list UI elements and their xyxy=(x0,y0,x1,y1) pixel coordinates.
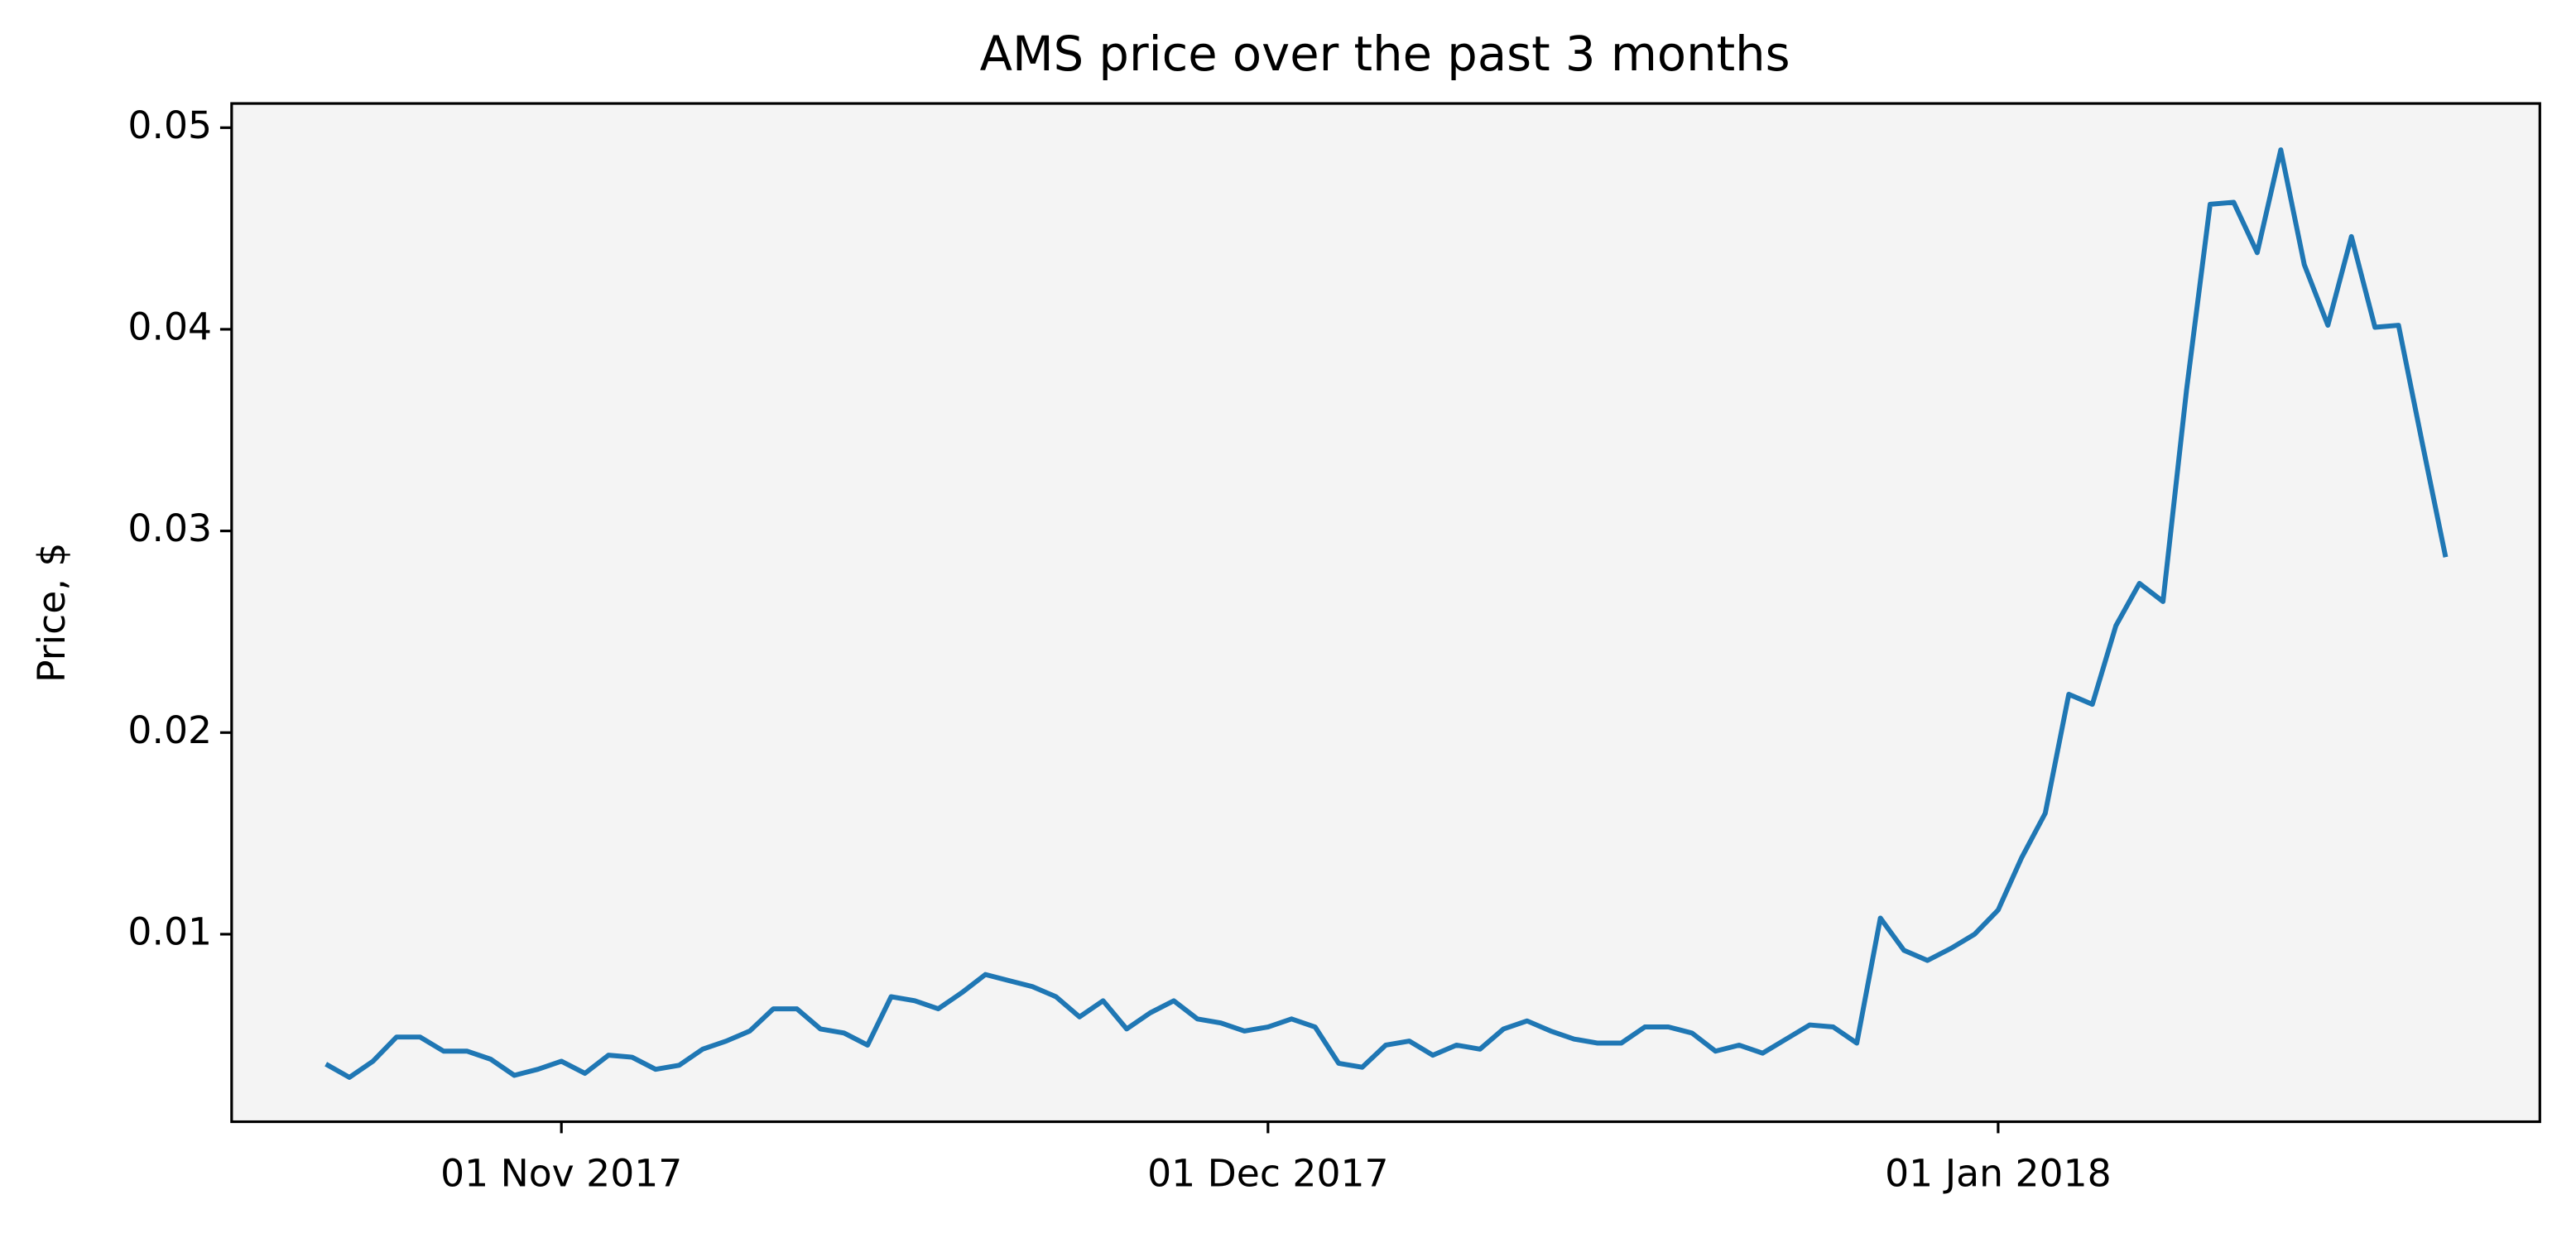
chart-title: AMS price over the past 3 months xyxy=(980,26,1790,82)
plot-area xyxy=(231,103,2540,1122)
x-tick-label: 01 Dec 2017 xyxy=(1147,1152,1388,1196)
x-tick-label: 01 Nov 2017 xyxy=(440,1152,682,1196)
y-tick-label: 0.01 xyxy=(127,909,212,953)
y-axis-label: Price, $ xyxy=(30,543,74,683)
y-tick-label: 0.03 xyxy=(127,506,212,550)
y-tick-label: 0.02 xyxy=(127,708,212,752)
y-tick-label: 0.04 xyxy=(127,305,212,348)
plot-frame xyxy=(230,102,2541,1124)
y-tick-label: 0.05 xyxy=(127,103,212,147)
price-line xyxy=(324,147,2449,1080)
x-tick-label: 01 Jan 2018 xyxy=(1885,1152,2112,1196)
